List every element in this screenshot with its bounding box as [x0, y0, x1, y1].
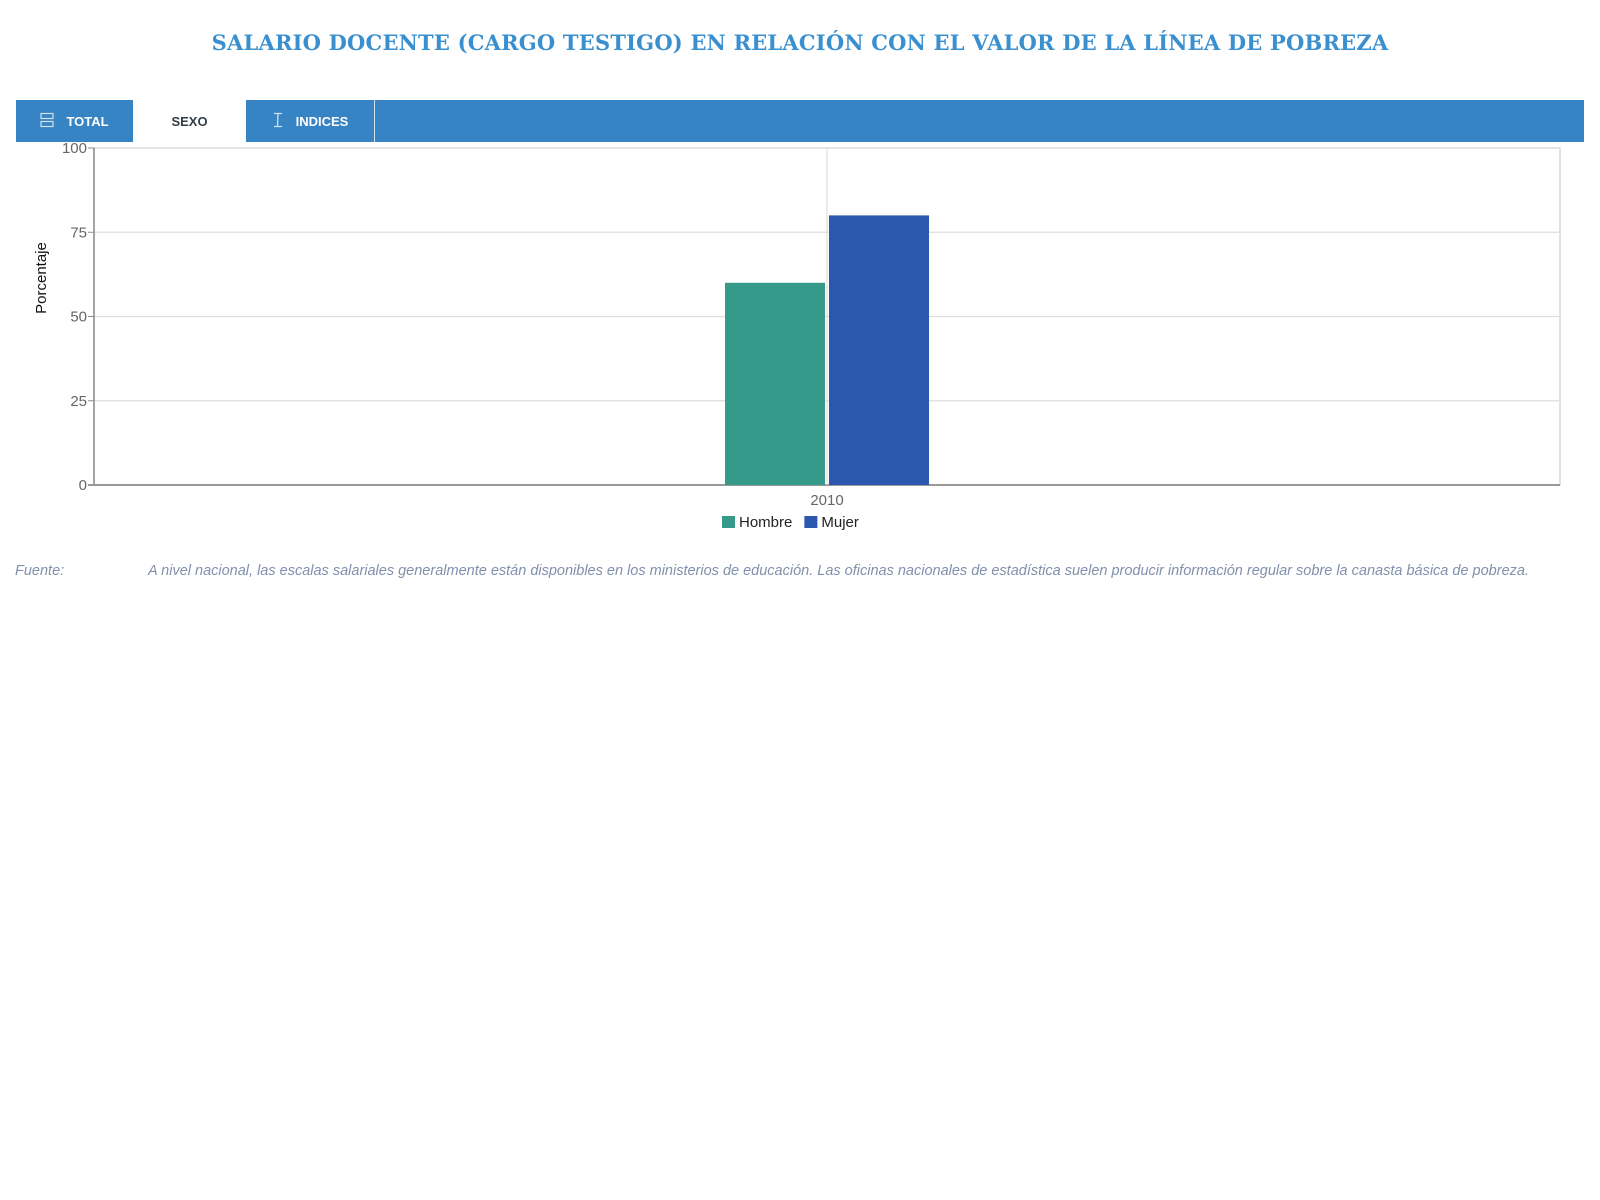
x-tick-label: 2010	[810, 492, 843, 509]
source-text: A nivel nacional, las escalas salariales…	[148, 563, 1529, 579]
legend-label-hombre: Hombre	[739, 514, 792, 531]
tab-sexo-label: SEXO	[171, 113, 208, 129]
y-tick-label: 25	[70, 393, 87, 410]
tab-total[interactable]: TOTAL	[16, 100, 133, 142]
bar-hombre-2010	[725, 282, 825, 485]
tab-indices-label: INDICES	[295, 113, 349, 129]
y-tick-label: 0	[79, 477, 87, 494]
text-cursor-icon	[272, 112, 284, 131]
legend-swatch-hombre	[722, 516, 735, 528]
legend-label-mujer: Mujer	[821, 514, 859, 531]
y-tick-label: 75	[70, 224, 87, 241]
page-title: SALARIO DOCENTE (CARGO TESTIGO) EN RELAC…	[211, 30, 1389, 55]
y-tick-label: 50	[70, 309, 87, 326]
y-tick-label: 100	[62, 140, 87, 157]
bar-mujer-2010	[829, 215, 929, 485]
tab-total-label: TOTAL	[66, 113, 109, 129]
stacked-rows-icon	[40, 112, 55, 131]
legend-swatch-mujer	[804, 516, 818, 528]
tab-bar: TOTAL SEXO INDICES	[16, 100, 1584, 142]
bar-chart: 0 25 50 75 100 Porcentaje 2010 Hombre Mujer	[33, 140, 1561, 531]
tab-sexo[interactable]: SEXO	[133, 100, 246, 142]
y-axis-title: Porcentaje	[33, 242, 50, 314]
source-label: Fuente:	[15, 563, 65, 579]
tab-indices[interactable]: INDICES	[246, 100, 375, 142]
